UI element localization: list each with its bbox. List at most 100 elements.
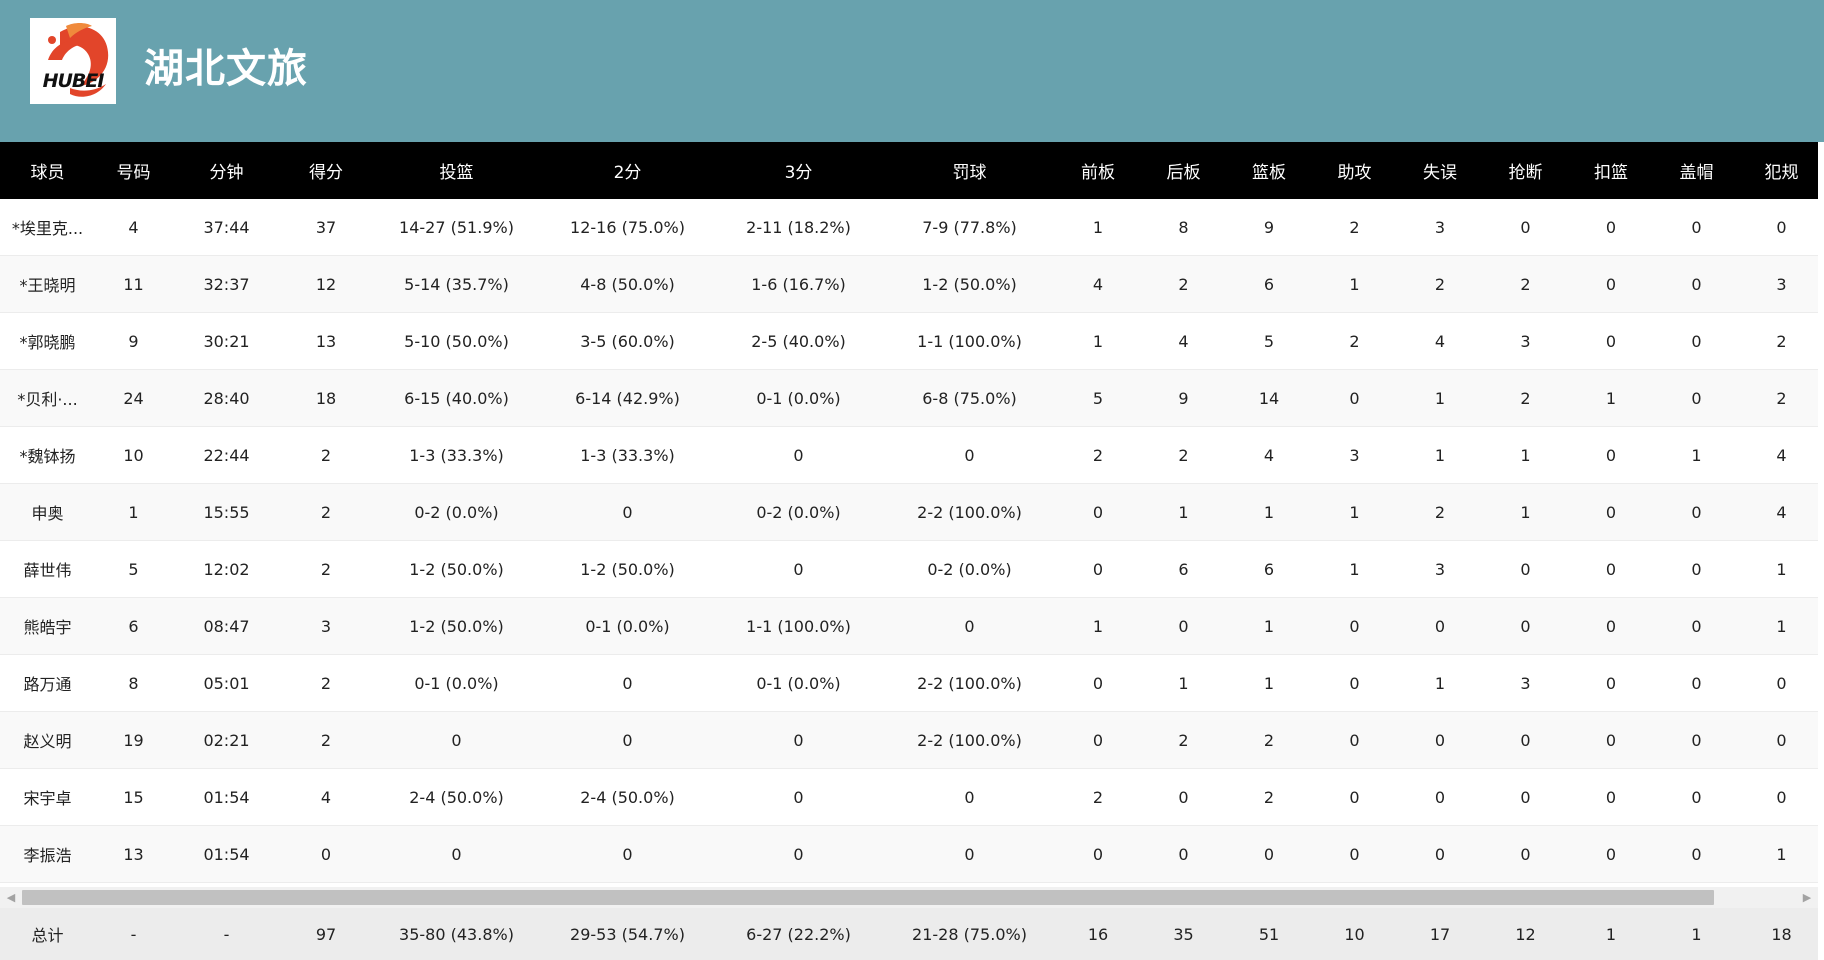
column-header[interactable]: 扣篮	[1594, 163, 1628, 183]
table-cell: 1	[1178, 502, 1189, 522]
player-name[interactable]: 路万通	[23, 675, 72, 694]
table-cell: 22:44	[203, 445, 250, 465]
table-cell: 1	[1092, 331, 1104, 351]
table-cell: 05:01	[203, 673, 250, 693]
table-cell: 6	[128, 616, 139, 636]
table-row[interactable]: *埃里克... 4 37:44 37 14-27 (51.9%) 12-16 (75.0%…	[0, 199, 1818, 256]
table-row[interactable]: 赵义明 19 02:21 2 0 0 0 2-2 (100.0%) 0 2 2 0 0 0 0 0 0	[0, 712, 1818, 769]
column-header[interactable]: 助攻	[1337, 163, 1372, 183]
table-cell: 0	[964, 616, 975, 636]
scroll-right-icon[interactable]: ▶	[1802, 891, 1812, 904]
totals-cell: -	[223, 924, 230, 944]
table-cell: 0	[793, 559, 804, 579]
table-cell: 1	[1776, 616, 1787, 636]
horizontal-scrollbar[interactable]: ◀ ▶	[0, 887, 1818, 908]
table-cell: 0	[1605, 502, 1617, 522]
player-name[interactable]: 李振浩	[23, 846, 72, 865]
player-name[interactable]: 宋宇卓	[23, 789, 72, 808]
table-cell: 6-14 (42.9%)	[575, 388, 680, 408]
column-header[interactable]: 号码	[116, 163, 151, 183]
table-cell: 2	[1434, 502, 1446, 522]
table-cell: 0	[793, 445, 804, 465]
table-cell: 0	[1691, 217, 1702, 237]
table-cell: 0	[1520, 844, 1531, 864]
table-cell: 5-10 (50.0%)	[404, 331, 509, 351]
table-cell: 2	[320, 730, 332, 750]
player-name[interactable]: *埃里克...	[11, 219, 84, 238]
table-cell: 2	[320, 502, 332, 522]
table-cell: 6	[1263, 559, 1275, 579]
table-row[interactable]: 李振浩 13 01:54 0 0 0 0 0 0 0 0 0 0 0 0 0 1	[0, 826, 1818, 883]
team-name: 湖北文旅	[144, 46, 308, 92]
table-cell: 0	[1092, 730, 1104, 750]
table-cell: 1	[1349, 502, 1360, 522]
column-header[interactable]: 得分	[309, 163, 343, 183]
table-cell: 2	[320, 559, 332, 579]
player-name[interactable]: 申奥	[31, 504, 64, 523]
column-header[interactable]: 分钟	[209, 163, 244, 183]
player-name[interactable]: *魏钵扬	[19, 447, 76, 466]
column-header[interactable]: 投篮	[439, 163, 474, 183]
table-cell: 2-11 (18.2%)	[746, 217, 851, 237]
table-cell: 2-2 (100.0%)	[917, 730, 1022, 750]
table-cell: 8	[128, 673, 139, 693]
table-cell: 12:02	[203, 559, 250, 579]
scrollbar-thumb[interactable]	[22, 890, 1714, 905]
column-header[interactable]: 失误	[1423, 163, 1457, 183]
column-header[interactable]: 盖帽	[1679, 163, 1714, 183]
table-cell: 0	[1434, 730, 1446, 750]
table-cell: 9	[1178, 388, 1189, 408]
scroll-left-icon[interactable]: ◀	[6, 891, 16, 904]
table-row[interactable]: 路万通 8 05:01 2 0-1 (0.0%) 0 0-1 (0.0%) 2-2 (100.…	[0, 655, 1818, 712]
table-cell: 0	[964, 445, 975, 465]
table-row[interactable]: *贝利·... 24 28:40 18 6-15 (40.0%) 6-14 (42.9%)…	[0, 370, 1818, 427]
table-row[interactable]: 宋宇卓 15 01:54 4 2-4 (50.0%) 2-4 (50.0%) 0 0 2 0 2 0 0…	[0, 769, 1818, 826]
player-name[interactable]: 赵义明	[23, 732, 72, 751]
table-row[interactable]: 薛世伟 5 12:02 2 1-2 (50.0%) 1-2 (50.0%) 0 0-2 (0.…	[0, 541, 1818, 598]
table-cell: 08:47	[203, 616, 250, 636]
player-name[interactable]: *贝利·...	[17, 390, 78, 409]
table-row[interactable]: *郭晓鹏 9 30:21 13 5-10 (50.0%) 3-5 (60.0%) 2-5 (…	[0, 313, 1818, 370]
team-logo: HUBEI	[30, 18, 116, 104]
table-cell: 0	[622, 730, 633, 750]
player-name[interactable]: 薛世伟	[23, 561, 72, 580]
table-cell: 2	[1776, 388, 1787, 408]
column-header[interactable]: 篮板	[1252, 163, 1286, 183]
table-cell: 02:21	[203, 730, 250, 750]
table-cell: 2	[1178, 445, 1189, 465]
table-row[interactable]: *魏钵扬 10 22:44 2 1-3 (33.3%) 1-3 (33.3%) 0 0 2 2 4 3…	[0, 427, 1818, 484]
totals-row: 总计 - - 97 35-80 (43.8%) 29-53 (54.7%) 6-27 (22…	[0, 908, 1818, 960]
column-header[interactable]: 抢断	[1508, 163, 1543, 183]
totals-cell: 12	[1515, 924, 1536, 944]
table-cell: 0	[1776, 730, 1787, 750]
player-name[interactable]: *王晓明	[19, 276, 76, 295]
column-header[interactable]: 2分	[613, 163, 642, 183]
table-row[interactable]: *王晓明 11 32:37 12 5-14 (35.7%) 4-8 (50.0%) 1-6 …	[0, 256, 1818, 313]
table-cell: 0	[1605, 787, 1617, 807]
column-header[interactable]: 后板	[1166, 163, 1201, 183]
table-cell: 2	[1349, 217, 1360, 237]
player-name[interactable]: 熊皓宇	[23, 618, 72, 637]
table-cell: 6	[1178, 559, 1189, 579]
table-cell: 01:54	[203, 844, 250, 864]
column-header[interactable]: 犯规	[1764, 163, 1799, 183]
table-cell: 2-2 (100.0%)	[917, 502, 1022, 522]
table-cell: 11	[123, 274, 144, 294]
table-cell: 4	[1092, 274, 1104, 294]
table-cell: 4	[1434, 331, 1446, 351]
table-cell: 0	[1092, 844, 1104, 864]
column-header[interactable]: 罚球	[952, 163, 987, 183]
table-cell: 0	[1691, 274, 1702, 294]
table-cell: 2	[1776, 331, 1787, 351]
player-name[interactable]: *郭晓鹏	[19, 333, 76, 352]
logo-text: HUBEI	[42, 70, 105, 92]
table-row[interactable]: 熊皓宇 6 08:47 3 1-2 (50.0%) 0-1 (0.0%) 1-1 (100.…	[0, 598, 1818, 655]
table-row[interactable]: 申奥 1 15:55 2 0-2 (0.0%) 0 0-2 (0.0%) 2-2 (100.0…	[0, 484, 1818, 541]
column-header[interactable]: 前板	[1081, 163, 1115, 183]
column-header[interactable]: 球员	[30, 163, 65, 183]
table-cell: 6-15 (40.0%)	[404, 388, 509, 408]
table-cell: 2	[320, 673, 332, 693]
table-cell: 0	[1263, 844, 1275, 864]
column-header[interactable]: 3分	[784, 163, 813, 183]
table-cell: 10	[123, 445, 144, 465]
